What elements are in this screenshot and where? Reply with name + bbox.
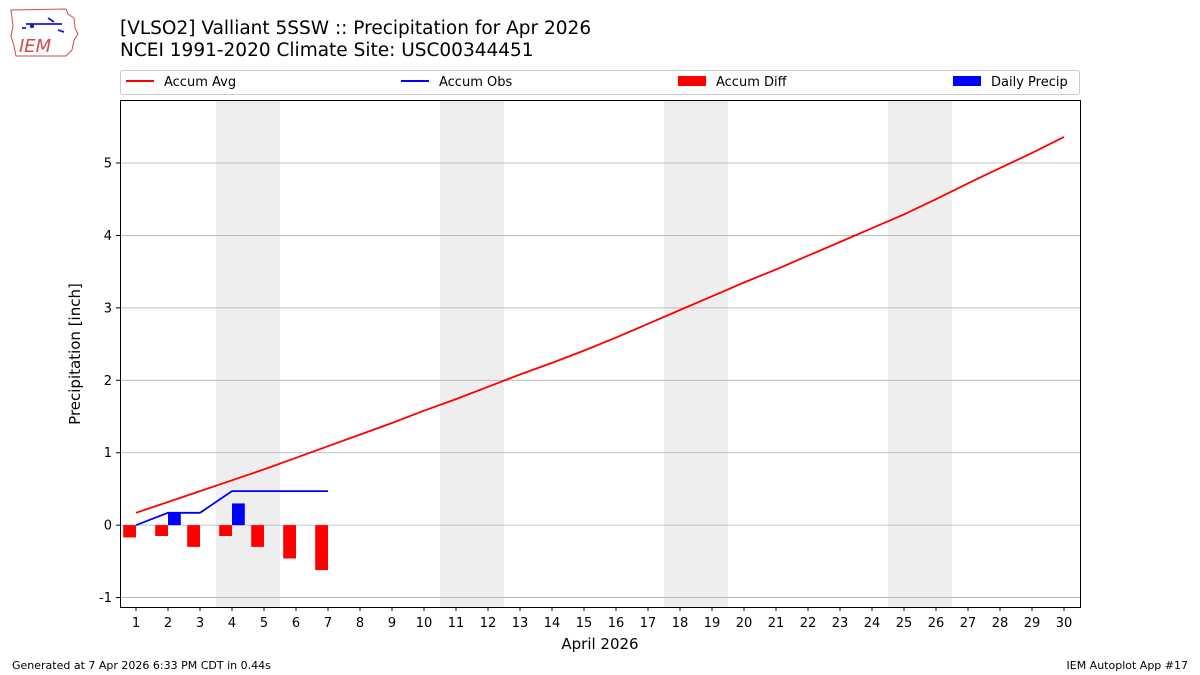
- xtick-label-25: 25: [896, 616, 913, 631]
- ytick-label-2: 2: [104, 374, 112, 389]
- xtick-label-20: 20: [736, 616, 753, 631]
- xtick-label-10: 10: [416, 616, 433, 631]
- daily-bar-day-2: [168, 512, 181, 526]
- xtick-label-3: 3: [196, 616, 204, 631]
- ytick-label-4: 4: [104, 229, 112, 244]
- xtick-label-30: 30: [1056, 616, 1073, 631]
- xtick-label-2: 2: [164, 616, 172, 631]
- weekend-band-25: [888, 100, 920, 607]
- daily-bar-day-4: [232, 503, 245, 526]
- legend-label-accum-avg: Accum Avg: [164, 75, 236, 90]
- ytick-label--1: -1: [99, 591, 112, 606]
- ytick-label-1: 1: [104, 446, 112, 461]
- xtick-label-11: 11: [448, 616, 465, 631]
- xtick-label-9: 9: [388, 616, 396, 631]
- weekend-band-19: [696, 100, 728, 607]
- xtick-label-5: 5: [260, 616, 268, 631]
- bar-series: [123, 503, 328, 571]
- diff-bar-day-4: [219, 525, 232, 537]
- diff-bar-day-2: [155, 525, 168, 537]
- accum-obs-line: [135, 490, 328, 527]
- xtick-label-8: 8: [356, 616, 364, 631]
- logo-text: IEM: [19, 36, 52, 57]
- xtick-label-18: 18: [672, 616, 689, 631]
- xtick-label-16: 16: [608, 616, 625, 631]
- xtick-label-24: 24: [864, 616, 881, 631]
- diff-bar-day-3: [187, 525, 200, 547]
- weekend-band-26: [920, 100, 952, 607]
- xtick-label-26: 26: [928, 616, 945, 631]
- xtick-label-22: 22: [800, 616, 817, 631]
- x-axis-label: April 2026: [561, 635, 638, 653]
- legend-label-daily-precip: Daily Precip: [991, 75, 1068, 90]
- ytick-label-3: 3: [104, 301, 112, 316]
- legend-box: [120, 70, 1080, 95]
- xtick-label-27: 27: [960, 616, 977, 631]
- y-axis-label: Precipitation [inch]: [66, 283, 84, 425]
- accum-avg-line: [135, 136, 1065, 514]
- xtick-label-28: 28: [992, 616, 1009, 631]
- ytick-label-0: 0: [104, 519, 112, 534]
- xtick-label-6: 6: [292, 616, 300, 631]
- weekend-band-11: [440, 100, 472, 607]
- diff-bar-day-5: [251, 525, 264, 547]
- ytick-label-5: 5: [104, 157, 112, 172]
- chart-title-line2: NCEI 1991-2020 Climate Site: USC00344451: [120, 40, 534, 61]
- xtick-label-19: 19: [704, 616, 721, 631]
- legend-swatch-daily-precip: [953, 76, 981, 86]
- diff-bar-day-7: [315, 525, 328, 571]
- y-gridlines: [120, 162, 1080, 598]
- xtick-label-4: 4: [228, 616, 236, 631]
- xtick-label-12: 12: [480, 616, 497, 631]
- xtick-label-13: 13: [512, 616, 529, 631]
- weekend-band-12: [472, 100, 504, 607]
- xtick-label-14: 14: [544, 616, 561, 631]
- app-label: IEM Autoplot App #17: [1066, 659, 1189, 672]
- xtick-label-23: 23: [832, 616, 849, 631]
- plot-frame: [120, 100, 1081, 608]
- diff-bar-day-6: [283, 525, 296, 559]
- line-series: [135, 136, 1065, 527]
- chart-title-line1: [VLSO2] Valliant 5SSW :: Precipitation f…: [120, 18, 592, 39]
- legend-swatch-accum-diff: [678, 76, 706, 86]
- legend-label-accum-obs: Accum Obs: [439, 75, 512, 90]
- generated-timestamp: Generated at 7 Apr 2026 6:33 PM CDT in 0…: [12, 659, 271, 672]
- xtick-label-21: 21: [768, 616, 785, 631]
- weekend-band-18: [664, 100, 696, 607]
- xtick-label-29: 29: [1024, 616, 1041, 631]
- xtick-label-15: 15: [576, 616, 593, 631]
- xtick-label-7: 7: [324, 616, 332, 631]
- diff-bar-day-1: [123, 525, 136, 538]
- xtick-label-1: 1: [132, 616, 140, 631]
- y-axis-ticks: -1 0 1 2 3 4 5: [99, 157, 120, 606]
- iem-logo: IEM: [10, 8, 79, 57]
- legend: Accum Avg Accum Obs Accum Diff Daily Precip: [120, 70, 1080, 95]
- legend-label-accum-diff: Accum Diff: [716, 75, 788, 90]
- x-axis-ticks: 1 2 3 4 5 6 7 8 9 10 11 12 13 14 15 16 17 18 19 20 21 22 23 24 2…: [132, 607, 1072, 631]
- xtick-label-17: 17: [640, 616, 657, 631]
- weekend-band-5: [248, 100, 280, 607]
